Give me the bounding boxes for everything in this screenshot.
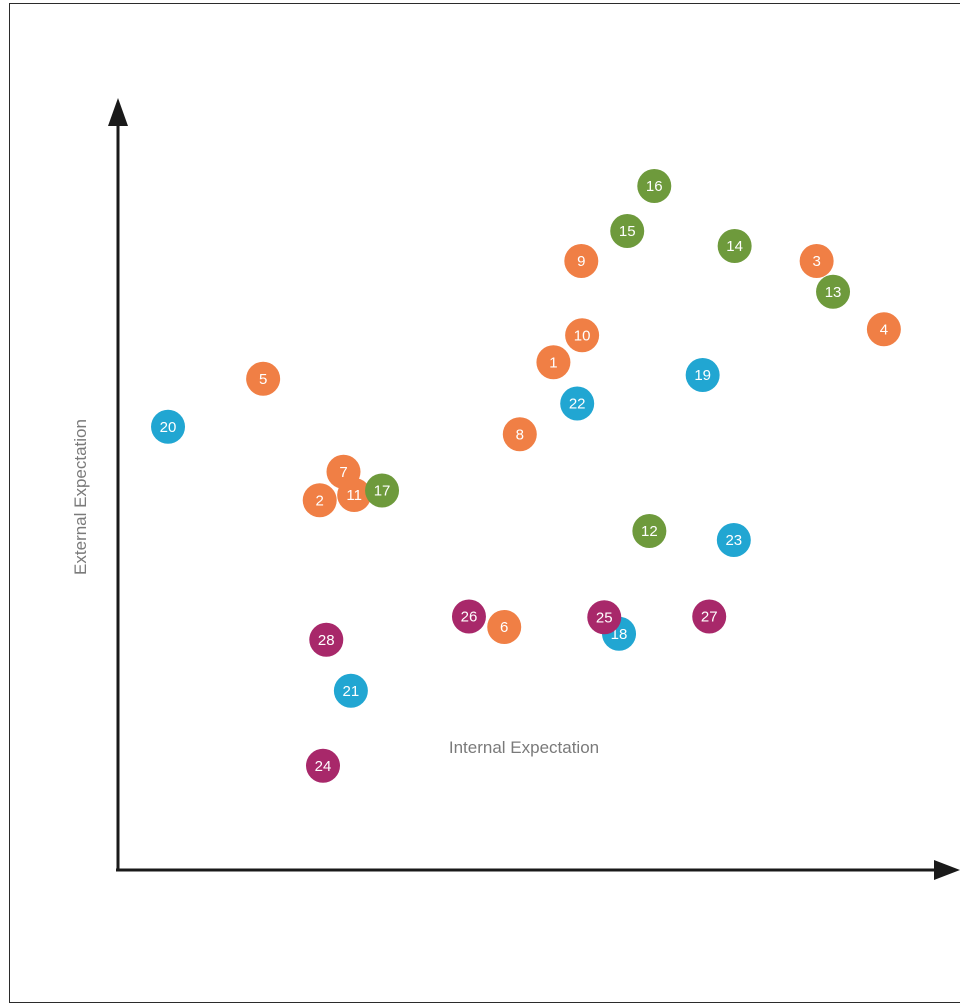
point-label: 17 [374, 483, 391, 500]
point-marker [564, 244, 599, 278]
data-point-27: 27 [692, 599, 727, 634]
point-label: 6 [500, 619, 508, 636]
data-point-1: 1 [536, 345, 571, 380]
point-label: 2 [316, 492, 324, 509]
point-marker [866, 312, 901, 347]
point-label: 1 [549, 354, 557, 371]
data-point-3: 3 [799, 244, 834, 278]
point-label: 8 [516, 426, 524, 443]
data-point-22: 22 [560, 386, 595, 421]
point-marker [309, 622, 344, 657]
data-point-26: 26 [451, 599, 486, 634]
data-point-13: 13 [816, 274, 851, 309]
data-point-16: 16 [637, 169, 672, 203]
point-marker [502, 417, 537, 452]
data-point-23: 23 [716, 523, 751, 557]
data-point-14: 14 [717, 229, 752, 263]
axes [108, 98, 960, 880]
point-marker [302, 483, 337, 518]
data-point-15: 15 [610, 214, 645, 248]
point-label: 22 [569, 396, 586, 413]
y-axis-arrowhead [108, 98, 128, 126]
point-label: 12 [641, 523, 658, 540]
data-point-12: 12 [632, 514, 667, 548]
data-point-11: 11 [337, 478, 372, 512]
point-label: 27 [701, 609, 718, 626]
x-axis-label: Internal Expectation [449, 738, 599, 757]
y-axis-label: External Expectation [71, 419, 90, 575]
data-point-21: 21 [333, 673, 368, 708]
data-point-8: 8 [502, 417, 537, 452]
point-marker [610, 214, 645, 248]
point-label: 16 [646, 178, 663, 195]
point-marker [451, 599, 486, 634]
point-marker [487, 610, 522, 644]
point-label: 25 [596, 609, 613, 626]
point-label: 28 [318, 632, 335, 649]
point-marker [816, 274, 851, 309]
data-point-4: 4 [866, 312, 901, 347]
point-label: 4 [880, 321, 888, 338]
data-point-9: 9 [564, 244, 599, 278]
data-point-17: 17 [365, 473, 400, 508]
data-point-10: 10 [565, 318, 600, 353]
x-axis-arrowhead [934, 860, 960, 880]
point-label: 9 [577, 253, 585, 270]
data-point-5: 5 [246, 361, 281, 396]
point-marker [151, 409, 186, 444]
point-marker [536, 345, 571, 380]
point-marker [587, 600, 622, 635]
data-point-24: 24 [306, 748, 340, 783]
point-marker [799, 244, 834, 278]
data-point-19: 19 [685, 358, 720, 392]
point-label: 3 [812, 253, 820, 270]
chart-frame [9, 3, 960, 1003]
point-marker [337, 478, 372, 512]
point-marker [333, 673, 368, 708]
point-marker [306, 748, 340, 783]
point-marker [560, 386, 595, 421]
point-marker [716, 523, 751, 557]
point-label: 26 [461, 609, 478, 626]
point-marker [365, 473, 400, 508]
point-marker [632, 514, 667, 548]
point-label: 23 [725, 532, 742, 549]
point-marker [246, 361, 281, 396]
point-label: 24 [315, 758, 332, 775]
point-label: 19 [694, 367, 711, 384]
point-label: 5 [259, 371, 267, 388]
data-point-2: 2 [302, 483, 337, 518]
point-label: 15 [619, 223, 636, 240]
point-marker [565, 318, 600, 353]
point-label: 11 [346, 487, 362, 504]
point-marker [717, 229, 752, 263]
point-marker [637, 169, 672, 203]
point-label: 20 [160, 419, 177, 436]
point-label: 13 [825, 284, 842, 301]
data-point-6: 6 [487, 610, 522, 644]
point-label: 7 [339, 464, 347, 481]
data-point-20: 20 [151, 409, 186, 444]
point-label: 21 [343, 683, 360, 700]
point-label: 14 [726, 238, 743, 255]
point-marker [692, 599, 727, 634]
data-points: 1234567891011121314151617181920212223242… [151, 169, 901, 783]
point-marker [685, 358, 720, 392]
data-point-28: 28 [309, 622, 344, 657]
point-label: 10 [574, 327, 591, 344]
data-point-25: 25 [587, 600, 622, 635]
